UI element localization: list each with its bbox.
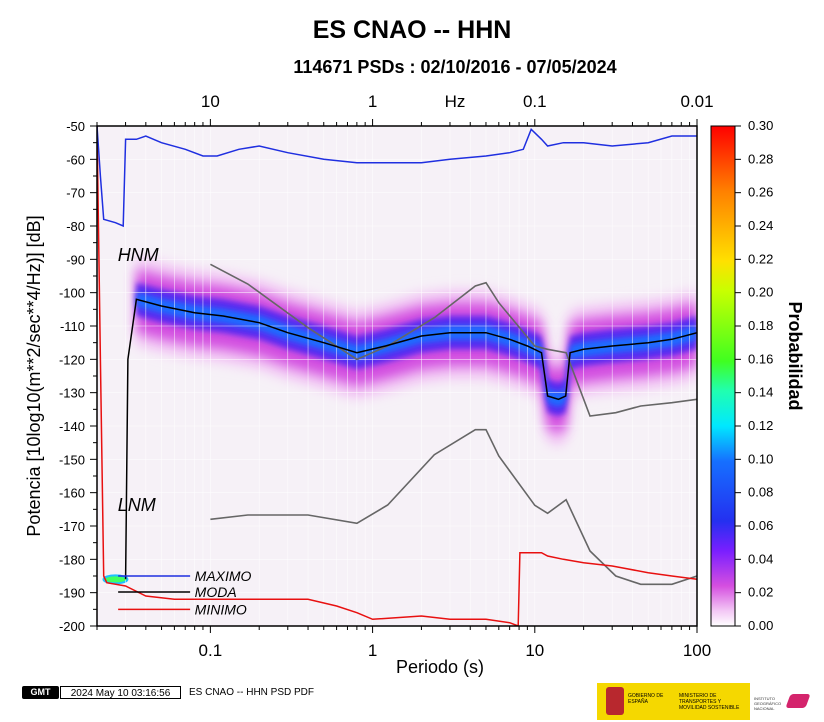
colorbar-tick-label: 0.26 (748, 185, 773, 200)
legend-label-maximo: MAXIMO (195, 568, 252, 584)
legend-label-moda: MODA (195, 584, 237, 600)
legend-label-minimo: MINIMO (195, 601, 247, 617)
colorbar-tick-label: 0.18 (748, 318, 773, 333)
y-tick-label: -110 (60, 319, 85, 334)
colorbar-tick-label: 0.20 (748, 285, 773, 300)
y-axis: -200 -190 -180 -170 -160 -150 -140 -130 -120 -110… (59, 119, 97, 634)
footer-note: ES CNAO -- HHN PSD PDF (189, 687, 315, 698)
y-tick-label: -50 (66, 119, 85, 134)
noise-model-lines (210, 263, 697, 586)
government-text: GOBIERNO DE ESPAÑA (628, 693, 664, 705)
nlnm-line (210, 428, 697, 586)
chart-title: ES CNAO -- HHN (312, 16, 512, 44)
ign-text: INSTITUTO GEOGRÁFICO NACIONAL (754, 696, 782, 711)
x-tick-label: 10 (525, 641, 544, 660)
colorbar-tick-label: 0.10 (748, 451, 773, 466)
y-tick-label: -60 (66, 152, 85, 167)
minimo-line (97, 126, 697, 626)
y-tick-label: -90 (66, 252, 85, 267)
x-axis-label: Periodo (s) (396, 657, 484, 677)
ign-logo: INSTITUTO GEOGRÁFICO NACIONAL (752, 685, 824, 720)
y-tick-label: -120 (59, 352, 85, 367)
colorbar-tick-label: 0.04 (748, 551, 773, 566)
timestamp: 2024 May 10 03:16:56 (60, 686, 181, 699)
colorbar: 0.00 0.02 0.04 0.06 0.08 0.10 0.12 0.14 0.16 0.18… (710, 118, 773, 633)
colorbar-tick-label: 0.22 (748, 251, 773, 266)
colorbar-tick-label: 0.02 (748, 585, 773, 600)
y-tick-label: -180 (59, 552, 85, 567)
colorbar-tick-label: 0.00 (748, 618, 773, 633)
colorbar-tick-label: 0.14 (748, 385, 773, 400)
x-tick-label: 100 (683, 641, 711, 660)
top-axis-label: Hz (445, 92, 466, 111)
x-tick-label: 1 (368, 641, 377, 660)
top-tick-label: 10 (201, 92, 220, 111)
y-tick-label: -160 (59, 486, 85, 501)
gmt-logo: GMT (22, 686, 59, 699)
ign-mark-icon (785, 694, 811, 708)
government-logo: GOBIERNO DE ESPAÑA MINISTERIO DE TRANSPO… (597, 683, 750, 720)
top-frequency-axis: 10 1 0.1 0.01 (96, 92, 714, 126)
top-tick-label: 0.01 (680, 92, 713, 111)
x-tick-label: 0.1 (199, 641, 223, 660)
y-tick-label: -130 (59, 386, 85, 401)
ministry-text: MINISTERIO DE TRANSPORTES Y MOVILIDAD SO… (679, 693, 740, 711)
y-tick-label: -200 (59, 619, 85, 634)
colorbar-tick-label: 0.28 (748, 151, 773, 166)
moda-line (124, 298, 697, 580)
y-tick-label: -140 (59, 419, 85, 434)
colorbar-scale (710, 125, 736, 627)
annotation-hnm: HNM (118, 245, 159, 265)
colorbar-tick-label: 0.24 (748, 218, 773, 233)
colorbar-tick-label: 0.30 (748, 118, 773, 133)
y-tick-label: -170 (59, 519, 85, 534)
colorbar-tick-label: 0.16 (748, 351, 773, 366)
coat-of-arms-icon (606, 687, 624, 715)
y-tick-label: -190 (59, 586, 85, 601)
chart-subtitle: 114671 PSDs : 02/10/2016 - 07/05/2024 (293, 57, 617, 77)
annotation-lnm: LNM (118, 495, 156, 515)
statistic-lines (97, 126, 697, 626)
annotations: HNM LNM (118, 245, 159, 515)
colorbar-tick-label: 0.08 (748, 485, 773, 500)
nhnm-line (210, 263, 697, 417)
grid-lines (97, 126, 697, 626)
maximo-line (97, 126, 697, 228)
y-tick-label: -100 (59, 286, 85, 301)
y-tick-label: -80 (66, 219, 85, 234)
y-tick-label: -150 (59, 452, 85, 467)
colorbar-label: Probabilidad (785, 301, 805, 410)
x-axis: 0.1 1 10 100 (96, 626, 711, 660)
colorbar-tick-label: 0.12 (748, 418, 773, 433)
top-tick-label: 0.1 (523, 92, 547, 111)
density-cluster (102, 574, 129, 585)
top-tick-label: 1 (368, 92, 377, 111)
density-inner (136, 282, 697, 416)
y-axis-label: Potencia [10log10(m**2/sec**4/Hz)] [dB] (24, 215, 44, 536)
y-tick-label: -70 (66, 186, 85, 201)
colorbar-tick-label: 0.06 (748, 518, 773, 533)
